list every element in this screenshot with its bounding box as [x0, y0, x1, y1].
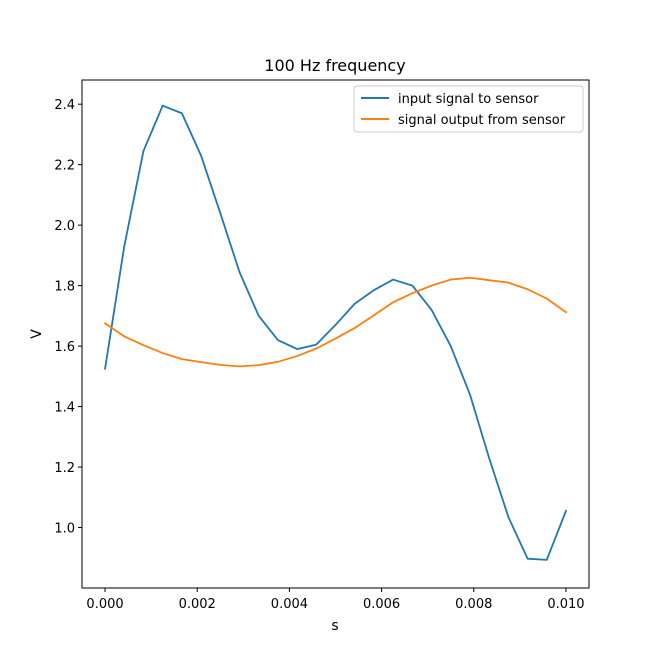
chart-title: 100 Hz frequency [264, 56, 405, 75]
series-line-output-signal [103, 276, 568, 368]
legend-label-input-signal: input signal to sensor [398, 92, 539, 107]
y-tick-label: 1.2 [54, 461, 75, 476]
y-tick-label: 1.4 [54, 401, 75, 416]
x-tick-label: 0.008 [455, 597, 492, 612]
legend-box [353, 85, 584, 133]
x-tick-label: 0.010 [547, 597, 584, 612]
x-tick-label: 0.002 [179, 597, 216, 612]
legend-label-output-signal: signal output from sensor [398, 113, 566, 128]
y-tick-label: 2.2 [54, 159, 75, 174]
y-tick-label: 2.4 [54, 98, 75, 113]
y-tick-label: 1.8 [54, 280, 75, 295]
y-axis: 1.0 1.2 1.4 1.6 1.8 2.0 2.2 2.4 [54, 98, 82, 537]
axes-frame [81, 79, 590, 589]
x-axis: 0.000 0.002 0.004 0.006 0.008 0.010 [86, 588, 585, 612]
x-tick-label: 0.000 [86, 597, 123, 612]
y-tick-label: 1.6 [54, 340, 75, 355]
series-line-input-signal [104, 104, 568, 561]
y-axis-label: V [29, 329, 45, 339]
plot-area [103, 104, 568, 561]
legend: input signal to sensor signal output fro… [353, 85, 584, 133]
x-axis-label: s [331, 618, 338, 634]
x-tick-label: 0.004 [271, 597, 308, 612]
y-tick-label: 2.0 [54, 219, 75, 234]
x-tick-label: 0.006 [363, 597, 400, 612]
y-tick-label: 1.0 [54, 522, 75, 537]
